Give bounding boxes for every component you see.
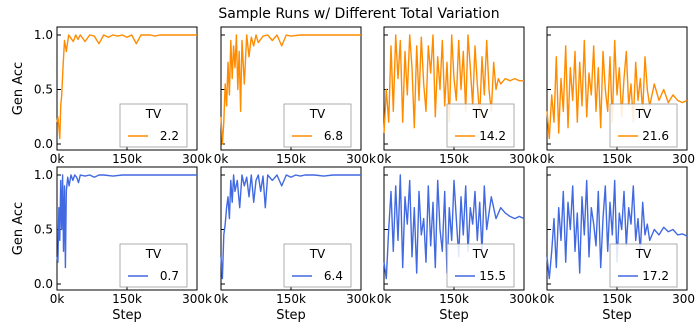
- legend-box: [283, 243, 352, 288]
- legend-box: [446, 243, 515, 288]
- legend-label: 2.2: [160, 129, 179, 143]
- legend-box: [119, 243, 188, 288]
- legend-box: [609, 243, 678, 288]
- legend: TV 6.8: [283, 103, 352, 148]
- x-tick-label: 150k: [276, 292, 306, 306]
- series-line: [383, 174, 525, 280]
- chart-panel-5: 0k 150k 300k Step TV 6.4: [214, 166, 376, 323]
- legend-title: TV: [635, 107, 652, 121]
- x-tick-label: 0k: [540, 292, 555, 306]
- legend-title: TV: [472, 107, 489, 121]
- legend-label: 0.7: [160, 269, 179, 283]
- x-tick-label: 0k: [50, 292, 65, 306]
- chart-panel-2: 0k 150k 300k TV 14.2: [377, 26, 539, 166]
- legend: TV 17.2: [609, 243, 678, 288]
- x-tick-label: 150k: [112, 152, 142, 166]
- x-axis-label: Step: [439, 308, 469, 323]
- legend-title: TV: [472, 247, 489, 261]
- x-tick-label: 150k: [439, 152, 469, 166]
- x-tick-label: 300k: [346, 292, 376, 306]
- legend-label: 21.6: [642, 129, 669, 143]
- legend-box: [446, 103, 515, 148]
- series-line: [220, 34, 361, 145]
- legend-title: TV: [635, 247, 652, 261]
- panels: 0k 150k 300k 0.0 0.5 1.0 Gen Acc TV 2.2 0k 150k 300…: [11, 26, 696, 323]
- series-line: [220, 174, 361, 280]
- x-tick-label: 150k: [112, 292, 142, 306]
- x-tick-label: 0k: [377, 292, 392, 306]
- x-tick-label: 300k: [672, 152, 696, 166]
- x-tick-label: 0k: [540, 152, 555, 166]
- x-tick-label: 0k: [214, 152, 229, 166]
- legend: TV 2.2: [119, 103, 188, 148]
- chart-panel-7: 0k 150k 300k Step TV 17.2: [540, 166, 696, 323]
- y-tick-label: 0.0: [34, 277, 53, 291]
- legend: TV 21.6: [609, 103, 678, 148]
- legend-label: 14.2: [479, 129, 506, 143]
- chart-panel-4: 0k 150k 300k 0.0 0.5 1.0 Gen Acc Step TV 0.7: [11, 166, 212, 323]
- y-axis-label: Gen Acc: [11, 62, 26, 115]
- chart-panel-6: 0k 150k 300k Step TV 15.5: [377, 166, 539, 323]
- legend-label: 6.4: [324, 269, 343, 283]
- x-tick-label: 150k: [276, 152, 306, 166]
- legend-title: TV: [145, 247, 162, 261]
- x-tick-label: 0k: [50, 152, 65, 166]
- y-tick-label: 0.0: [34, 137, 53, 151]
- legend-label: 15.5: [479, 269, 506, 283]
- legend: TV 6.4: [283, 243, 352, 288]
- x-tick-label: 150k: [602, 152, 632, 166]
- legend-box: [283, 103, 352, 148]
- legend: TV 0.7: [119, 243, 188, 288]
- x-tick-label: 300k: [509, 292, 539, 306]
- legend-label: 6.8: [324, 129, 343, 143]
- legend-title: TV: [309, 247, 326, 261]
- figure-title: Sample Runs w/ Different Total Variation: [218, 6, 499, 22]
- x-tick-label: 300k: [182, 292, 212, 306]
- x-axis-label: Step: [602, 308, 632, 323]
- y-tick-label: 1.0: [34, 168, 53, 182]
- y-tick-label: 1.0: [34, 28, 53, 42]
- x-axis-label: Step: [276, 308, 306, 323]
- legend: TV 14.2: [446, 103, 515, 148]
- x-tick-label: 0k: [214, 292, 229, 306]
- legend-title: TV: [145, 107, 162, 121]
- x-tick-label: 0k: [377, 152, 392, 166]
- x-tick-label: 300k: [182, 152, 212, 166]
- chart-panel-1: 0k 150k 300k TV 6.8: [214, 26, 376, 166]
- series-line: [56, 34, 197, 140]
- legend-box: [609, 103, 678, 148]
- x-tick-label: 150k: [439, 292, 469, 306]
- y-axis-label: Gen Acc: [11, 202, 26, 255]
- x-tick-label: 300k: [509, 152, 539, 166]
- chart-panel-3: 0k 150k 300k TV 21.6: [540, 26, 696, 166]
- x-tick-label: 300k: [672, 292, 696, 306]
- series-line: [546, 39, 688, 140]
- legend-title: TV: [309, 107, 326, 121]
- y-tick-label: 0.5: [34, 223, 53, 237]
- series-line: [546, 179, 688, 280]
- x-tick-label: 300k: [346, 152, 376, 166]
- legend-box: [119, 103, 188, 148]
- chart-panel-0: 0k 150k 300k 0.0 0.5 1.0 Gen Acc TV 2.2: [11, 26, 212, 166]
- legend: TV 15.5: [446, 243, 515, 288]
- y-tick-label: 0.5: [34, 83, 53, 97]
- series-line: [56, 174, 197, 269]
- x-tick-label: 150k: [602, 292, 632, 306]
- legend-label: 17.2: [642, 269, 669, 283]
- x-axis-label: Step: [112, 308, 142, 323]
